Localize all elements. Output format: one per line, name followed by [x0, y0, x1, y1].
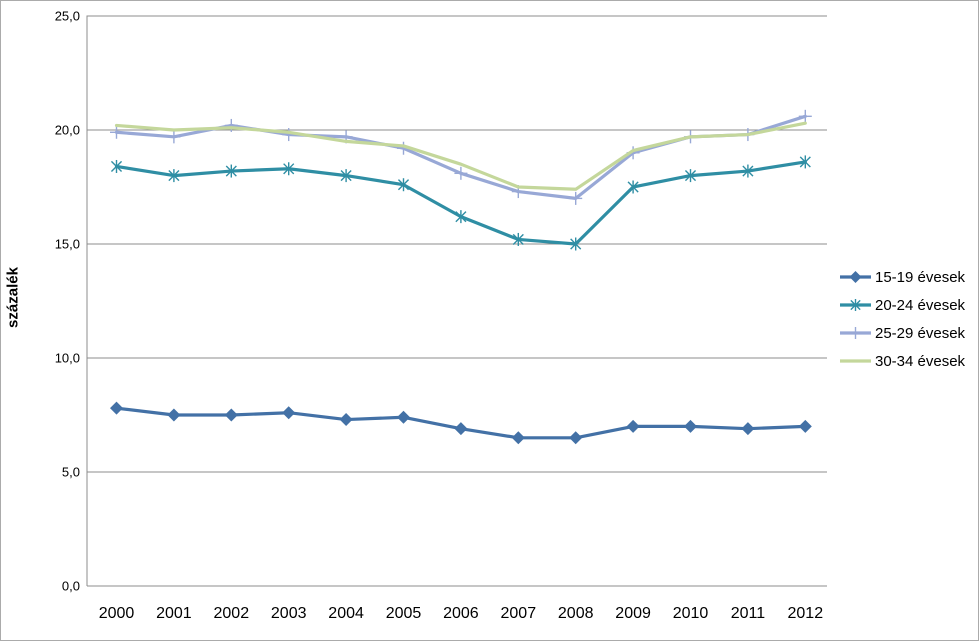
marker-diamond — [684, 420, 697, 433]
marker-diamond — [850, 271, 862, 283]
marker-diamond — [627, 420, 640, 433]
x-tick-label: 2006 — [443, 605, 479, 622]
x-tick-label: 2010 — [673, 605, 709, 622]
y-tick-label: 10,0 — [55, 351, 80, 366]
x-tick-label: 2009 — [615, 605, 651, 622]
marker-diamond — [282, 406, 295, 419]
x-tick-label: 2001 — [156, 605, 192, 622]
x-tick-label: 2007 — [501, 605, 537, 622]
y-tick-label: 5,0 — [62, 465, 80, 480]
marker-diamond — [110, 402, 123, 415]
marker-diamond — [167, 409, 180, 422]
legend-label: 15-19 évesek — [875, 269, 965, 286]
x-tick-label: 2004 — [328, 605, 364, 622]
plot-area: 0,0 5,0 10,0 15,0 20,0 25,0 2000 2001 2002 2003 20… — [1, 1, 978, 640]
y-tick-label: 0,0 — [62, 579, 80, 594]
marker-diamond — [397, 411, 410, 424]
legend-item-15-19-évesek: 15-19 évesek — [839, 263, 965, 291]
y-tick-label: 25,0 — [55, 9, 80, 24]
marker-diamond — [799, 420, 812, 433]
legend-line-sample — [839, 269, 872, 285]
x-tick-label: 2005 — [386, 605, 422, 622]
x-tick-label: 2011 — [731, 605, 766, 622]
chart-canvas: százalék 0,05,010,015,020,025,0200020012… — [0, 0, 979, 641]
legend-item-20-24-évesek: 20-24 évesek — [839, 291, 965, 319]
x-tick-label: 2003 — [271, 605, 307, 622]
x-tick-label: 2000 — [99, 605, 135, 622]
legend-item-30-34-évesek: 30-34 évesek — [839, 347, 965, 375]
x-tick-label: 2012 — [788, 605, 824, 622]
marker-diamond — [225, 409, 238, 422]
y-tick-label: 15,0 — [55, 237, 80, 252]
legend-label: 25-29 évesek — [875, 325, 965, 342]
legend-label: 30-34 évesek — [875, 353, 965, 370]
marker-diamond — [454, 422, 467, 435]
marker-diamond — [512, 431, 525, 444]
y-tick-label: 20,0 — [55, 123, 80, 138]
legend: 15-19 évesek 20-24 évesek 25-29 évesek 30-3… — [839, 263, 965, 375]
x-tick-label: 2002 — [214, 605, 250, 622]
marker-diamond — [741, 422, 754, 435]
marker-diamond — [569, 431, 582, 444]
legend-item-25-29-évesek: 25-29 évesek — [839, 319, 965, 347]
legend-line-sample — [839, 353, 872, 369]
legend-line-sample — [839, 325, 872, 341]
marker-diamond — [340, 413, 353, 426]
legend-line-sample — [839, 297, 872, 313]
legend-label: 20-24 évesek — [875, 297, 965, 314]
x-tick-label: 2008 — [558, 605, 594, 622]
